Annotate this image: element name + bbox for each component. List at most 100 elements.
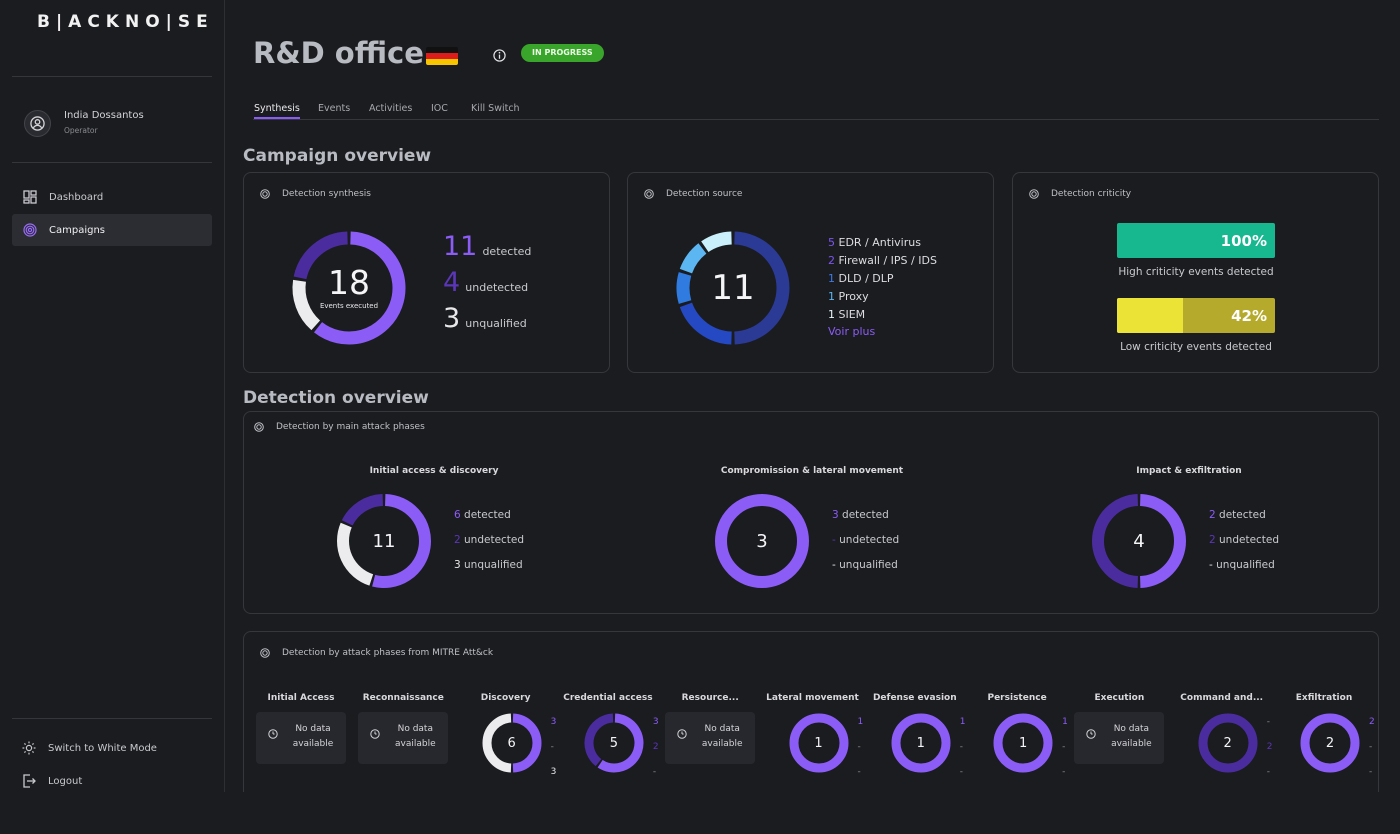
- clock-icon: [677, 724, 687, 743]
- undetected-segment: [293, 231, 348, 280]
- target-icon: [260, 648, 270, 658]
- main-phases-card: Detection by main attack phases Initial …: [243, 411, 1379, 614]
- phase-legend-label: undetected: [1215, 534, 1280, 546]
- undetected-count: 4: [443, 267, 461, 298]
- avatar: [24, 110, 51, 137]
- mitre-donut-chart: [993, 713, 1053, 773]
- tab-activities[interactable]: Activities: [369, 103, 413, 114]
- card-title-label: Detection by main attack phases: [276, 422, 425, 432]
- low-criticity-caption: Low criticity events detected: [1120, 341, 1272, 353]
- mitre-count: 1: [1062, 717, 1068, 727]
- user-name: India Dossantos: [64, 110, 144, 121]
- phase-total: 4: [1133, 530, 1145, 552]
- see-more-link[interactable]: Voir plus: [828, 325, 876, 338]
- low-criticity-bar: 42%: [1117, 298, 1275, 333]
- source-segment: [679, 243, 707, 274]
- phase-total: 3: [756, 530, 768, 552]
- source-segment: [734, 231, 790, 345]
- mitre-total: 1: [916, 735, 925, 751]
- phase-legend-count: -: [832, 559, 836, 571]
- phase-legend-item: - undetected: [832, 534, 899, 546]
- switch-theme-button[interactable]: Switch to White Mode: [22, 741, 157, 755]
- phase-title: Initial access & discovery: [369, 466, 499, 476]
- mitre-count: 1: [959, 717, 966, 727]
- detected-segment: [512, 713, 542, 773]
- status-badge: IN PROGRESS: [521, 44, 604, 62]
- page-title: R&D office: [253, 36, 424, 70]
- mitre-column-title: Defense evasion: [872, 693, 957, 703]
- mitre-donut: 5: [583, 712, 645, 774]
- phase-title: Impact & exfiltration: [1136, 466, 1242, 476]
- unqualified-segment: [292, 279, 321, 331]
- target-icon: [254, 422, 264, 432]
- phase-legend-item: 2 detected: [1209, 509, 1266, 521]
- tab-events[interactable]: Events: [318, 103, 351, 114]
- card-title-label: Detection criticity: [1051, 189, 1132, 199]
- mitre-total: 5: [609, 735, 619, 751]
- phase-legend-count: 3: [832, 509, 839, 521]
- undetected-segment: [584, 713, 614, 767]
- mitre-count: -: [959, 767, 964, 777]
- phase-legend-item: - unqualified: [1209, 559, 1275, 571]
- detected-segment: [597, 713, 644, 773]
- phase-legend-item: 2 undetected: [454, 534, 524, 546]
- no-data-box: No data available: [1074, 712, 1165, 764]
- tab-ioc[interactable]: IOC: [431, 103, 448, 114]
- phase-legend-label: detected: [460, 509, 511, 521]
- mitre-column-title: Persistence: [987, 693, 1047, 703]
- no-data-box: No data available: [358, 712, 449, 764]
- phase-legend-count: -: [1209, 559, 1213, 571]
- switch-theme-label: Switch to White Mode: [48, 742, 157, 754]
- source-item: 1 DLD / DLP: [828, 272, 894, 285]
- logout-label: Logout: [48, 775, 83, 787]
- mitre-donut-chart: [891, 713, 951, 773]
- main-content: R&D office IN PROGRESS Synthesis Events …: [225, 0, 1400, 801]
- tab-kill-switch[interactable]: Kill Switch: [471, 103, 520, 114]
- brand-logo: B|ACKNO|SE: [37, 12, 214, 32]
- detected-segment: [372, 494, 431, 588]
- mitre-total: 2: [1223, 735, 1232, 751]
- mitre-column-title: Exfiltration: [1295, 693, 1353, 703]
- mitre-total: 6: [507, 735, 516, 751]
- undetected-label: undetected: [465, 281, 529, 294]
- source-count: 1: [828, 308, 835, 321]
- phase-legend-label: undetected: [460, 534, 525, 546]
- source-item: 5 EDR / Antivirus: [828, 236, 921, 249]
- synthesis-total-label: Events executed: [319, 302, 379, 310]
- low-criticity-percent: 42%: [1231, 307, 1267, 325]
- phase-legend-item: 3 unqualified: [454, 559, 523, 571]
- source-name: SIEM: [838, 308, 866, 321]
- info-icon[interactable]: [493, 47, 506, 66]
- undetected-segment: [1092, 494, 1139, 588]
- mitre-donut-chart: [1198, 713, 1258, 773]
- mitre-column-title: Command and...: [1180, 693, 1264, 703]
- source-item: 1 SIEM: [828, 308, 865, 321]
- sidebar-divider: [12, 718, 212, 719]
- no-data-label: No data available: [394, 724, 436, 749]
- mitre-donut: 6: [481, 712, 543, 774]
- source-segment: [679, 302, 732, 345]
- phase-legend-item: 6 detected: [454, 509, 511, 521]
- phase-legend-label: undetected: [835, 534, 900, 546]
- sidebar-item-dashboard[interactable]: Dashboard: [12, 181, 212, 213]
- sidebar-item-campaigns[interactable]: Campaigns: [12, 214, 212, 246]
- mitre-count: -: [1369, 742, 1373, 752]
- synthesis-detected: 11 detected: [443, 231, 531, 262]
- logout-button[interactable]: Logout: [22, 774, 82, 788]
- tab-synthesis[interactable]: Synthesis: [254, 103, 300, 119]
- phase-legend-count: -: [832, 534, 836, 546]
- mitre-count: 3: [550, 767, 557, 777]
- detection-source-card: Detection source 11 5 EDR / Antivirus 2 …: [627, 172, 994, 373]
- detection-criticity-card: Detection criticity 100% High criticity …: [1012, 172, 1379, 373]
- mitre-count: 3: [652, 717, 659, 727]
- detection-synthesis-card: Detection synthesis 18 Events executed 1…: [243, 172, 610, 373]
- synthesis-donut: 18 Events executed: [289, 228, 409, 348]
- user-role: Operator: [64, 126, 98, 135]
- synthesis-donut-chart: [292, 231, 406, 345]
- card-title: Detection source: [644, 189, 742, 199]
- phase-title: Compromission & lateral movement: [720, 466, 904, 476]
- no-data-label: No data available: [292, 724, 334, 749]
- detected-segment: [715, 494, 809, 588]
- detected-segment: [1139, 494, 1186, 588]
- phase-donut: 11: [334, 491, 434, 591]
